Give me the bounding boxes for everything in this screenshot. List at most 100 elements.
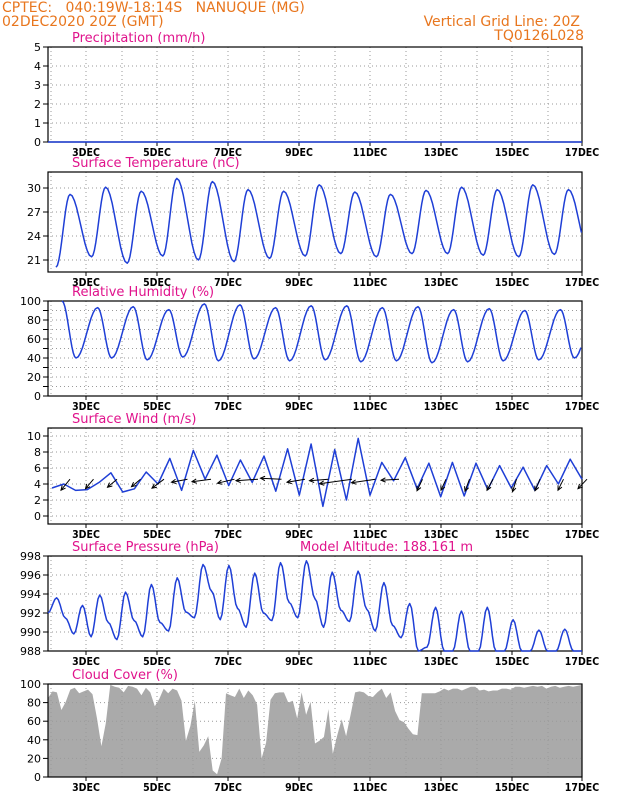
- y-tick-label: 60: [27, 715, 41, 728]
- y-tick-label: 4: [34, 60, 41, 73]
- y-tick-label: 30: [27, 182, 41, 195]
- x-tick-label: 11DEC: [353, 781, 387, 794]
- wind-vector: [217, 478, 235, 484]
- wind-vector: [440, 478, 447, 491]
- y-tick-label: 996: [20, 569, 41, 582]
- wind-arrowhead: [216, 479, 223, 485]
- y-tick-label: 0: [34, 771, 41, 784]
- y-tick-label: 8: [34, 446, 41, 459]
- wind-vector: [286, 478, 306, 483]
- y-tick-label: 990: [20, 626, 41, 639]
- wind-speed-line: [51, 437, 583, 508]
- panel-2: [43, 300, 583, 400]
- x-tick-label: 13DEC: [424, 781, 458, 794]
- wind-arrowhead: [486, 485, 492, 492]
- wind-vector: [151, 478, 165, 489]
- panel-title: Surface Wind (m/s): [72, 412, 196, 427]
- x-tick-label: 3DEC: [72, 146, 100, 159]
- x-tick-label: 9DEC: [285, 146, 313, 159]
- wind-arrowhead: [379, 477, 386, 483]
- wind-vector: [577, 478, 588, 490]
- y-tick-label: 20: [27, 371, 41, 384]
- wind-arrowhead: [60, 485, 66, 492]
- y-tick-label: 21: [27, 254, 41, 267]
- wind-arrowhead: [106, 482, 113, 488]
- wind-arrowhead: [259, 475, 266, 482]
- x-tick-label: 9DEC: [285, 276, 313, 289]
- panel-1: [43, 171, 583, 276]
- x-tick-label: 15DEC: [495, 781, 529, 794]
- x-tick-label: 15DEC: [495, 528, 529, 541]
- x-tick-label: 17DEC: [565, 655, 599, 668]
- y-tick-label: 0: [34, 136, 41, 149]
- header-grid-line: Vertical Grid Line: 20Z: [423, 14, 580, 30]
- panel-title: Relative Humidity (%): [72, 285, 214, 300]
- x-tick-label: 17DEC: [565, 146, 599, 159]
- x-tick-label: 13DEC: [424, 276, 458, 289]
- wind-arrowhead: [318, 480, 325, 486]
- x-tick-label: 11DEC: [353, 655, 387, 668]
- x-tick-label: 17DEC: [565, 276, 599, 289]
- wind-vector: [557, 478, 564, 491]
- y-tick-label: 10: [27, 430, 41, 443]
- x-tick-label: 13DEC: [424, 146, 458, 159]
- x-tick-label: 5DEC: [143, 276, 171, 289]
- y-tick-label: 80: [27, 697, 41, 710]
- wind-vector: [319, 478, 353, 485]
- x-tick-label: 15DEC: [495, 146, 529, 159]
- y-tick-label: 0: [34, 510, 41, 523]
- x-tick-label: 9DEC: [285, 528, 313, 541]
- y-tick-label: 998: [20, 550, 41, 563]
- x-tick-label: 7DEC: [214, 655, 242, 668]
- panel-frame: [47, 555, 583, 652]
- wind-arrowhead: [190, 478, 197, 484]
- x-tick-label: 13DEC: [424, 655, 458, 668]
- x-tick-label: 13DEC: [424, 528, 458, 541]
- panel-4: [43, 555, 583, 655]
- y-tick-label: 2: [34, 494, 41, 507]
- y-tick-label: 40: [27, 352, 41, 365]
- cloud-cover-area: [48, 684, 582, 777]
- y-tick-label: 6: [34, 462, 41, 475]
- x-tick-label: 3DEC: [72, 400, 100, 413]
- y-tick-label: 5: [34, 41, 41, 54]
- wind-vector: [260, 477, 282, 480]
- wind-arrowhead: [416, 485, 422, 492]
- y-tick-label: 20: [27, 752, 41, 765]
- panel-3: [43, 427, 583, 528]
- pressure-line: [47, 560, 582, 652]
- header-model-code: TQ0126L028: [494, 28, 584, 44]
- y-tick-label: 988: [20, 645, 41, 658]
- y-tick-label: 24: [27, 230, 41, 243]
- wind-arrowhead: [84, 483, 91, 490]
- panel-frame: [47, 427, 583, 525]
- wind-vector: [60, 478, 71, 491]
- panel-title: Surface Temperature (nC): [72, 156, 240, 171]
- temperature-line: [55, 177, 583, 268]
- panel-title: Surface Pressure (hPa): [72, 540, 219, 555]
- wind-vector: [171, 478, 188, 483]
- x-tick-label: 3DEC: [72, 276, 100, 289]
- x-tick-label: 7DEC: [214, 146, 242, 159]
- wind-arrowhead: [130, 481, 137, 488]
- wind-arrowhead: [577, 483, 583, 490]
- panel-frame: [47, 171, 583, 273]
- wind-arrowhead: [534, 485, 540, 492]
- y-tick-label: 60: [27, 333, 41, 346]
- x-tick-label: 3DEC: [72, 655, 100, 668]
- panel-5: [43, 683, 583, 781]
- x-tick-label: 9DEC: [285, 400, 313, 413]
- x-tick-label: 15DEC: [495, 655, 529, 668]
- y-tick-label: 40: [27, 734, 41, 747]
- y-tick-label: 100: [20, 678, 41, 691]
- wind-arrowhead: [234, 477, 241, 484]
- wind-vector: [534, 479, 541, 491]
- header-station: CPTEC: 040:19W-18:14S NANUQUE (MG): [2, 0, 305, 16]
- y-tick-label: 0: [34, 390, 41, 403]
- x-tick-label: 15DEC: [495, 276, 529, 289]
- wind-arrowhead: [285, 478, 292, 485]
- wind-vector: [235, 478, 259, 482]
- wind-arrowhead: [350, 479, 357, 485]
- x-tick-label: 3DEC: [72, 781, 100, 794]
- humidity-line: [61, 300, 582, 364]
